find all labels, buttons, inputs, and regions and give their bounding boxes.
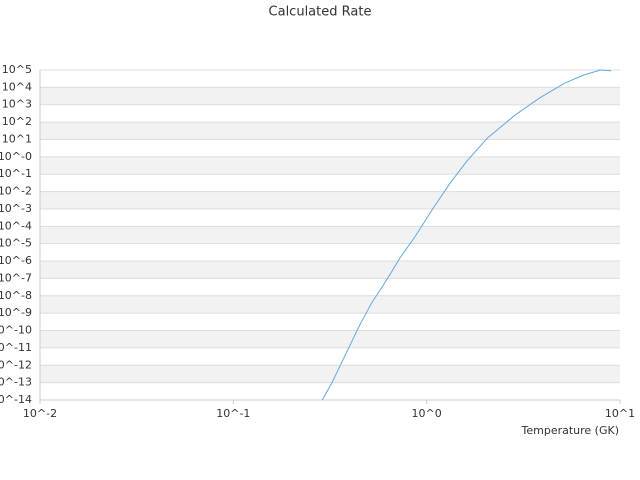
y-tick-label: 10^-14 <box>0 393 32 406</box>
grid-band <box>40 295 620 314</box>
y-tick-label: 10^-5 <box>0 237 32 250</box>
x-tick-label: 10^0 <box>412 407 442 420</box>
grid-band <box>40 365 620 383</box>
chart-title: Calculated Rate <box>269 5 372 20</box>
y-tick-label: 10^-3 <box>0 202 32 215</box>
x-tick-label: 10^-2 <box>23 407 57 420</box>
y-tick-label: 10^5 <box>2 63 32 76</box>
y-tick-label: 10^-2 <box>0 185 32 198</box>
data-line <box>321 69 612 401</box>
y-tick-label: 10^-11 <box>0 341 32 354</box>
y-tick-label: 10^-12 <box>0 358 32 371</box>
grid-band <box>40 330 620 348</box>
grid-band <box>40 122 620 140</box>
y-tick-label: 10^-13 <box>0 376 32 389</box>
y-tick-label: 10^-10 <box>0 324 32 337</box>
y-tick-label: 10^-6 <box>0 254 32 267</box>
y-tick-label: 10^-0 <box>0 150 32 163</box>
x-tick-label: 10^-1 <box>216 407 250 420</box>
grid-band <box>40 87 620 105</box>
y-tick-label: 10^-1 <box>0 167 32 180</box>
grid-band <box>40 226 620 244</box>
y-tick-label: 10^-8 <box>0 289 32 302</box>
y-tick-label: 10^1 <box>2 132 32 145</box>
y-tick-label: 10^-4 <box>0 219 32 232</box>
y-tick-label: 10^2 <box>2 115 32 128</box>
y-tick-label: 10^-9 <box>0 306 32 319</box>
y-tick-label: 10^3 <box>2 98 32 111</box>
grid-band <box>40 156 620 175</box>
x-axis-label: Temperature (GK) <box>521 424 620 437</box>
grid-band <box>40 191 620 209</box>
y-tick-label: 10^4 <box>2 80 32 93</box>
grid-band <box>40 261 620 279</box>
y-tick-label: 10^-7 <box>0 271 32 284</box>
x-tick-label: 10^1 <box>605 407 635 420</box>
